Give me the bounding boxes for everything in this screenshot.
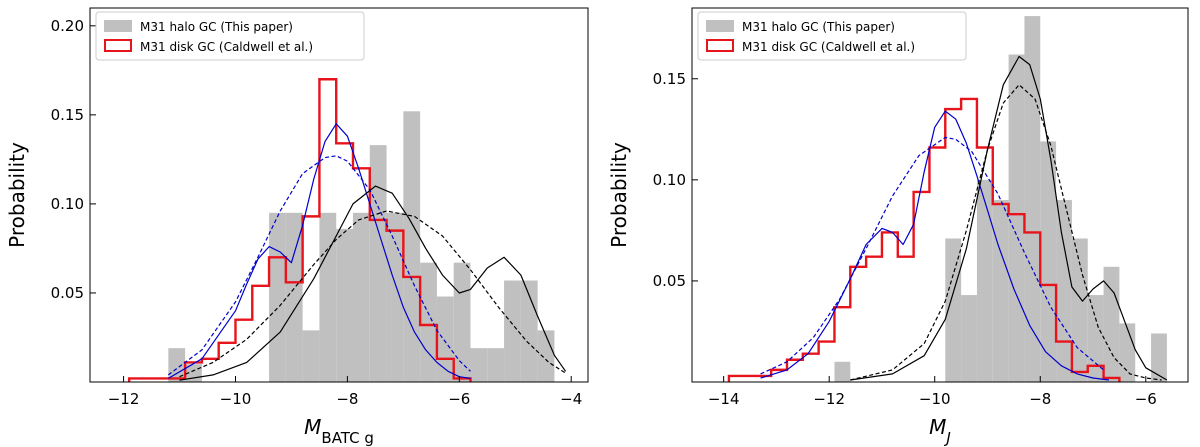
x-tick-label: −4: [560, 390, 582, 408]
x-axis-label-main: M: [304, 415, 321, 439]
halo-hist-bar: [403, 111, 421, 382]
halo-hist-bar: [1071, 238, 1088, 382]
halo-hist-bar: [1056, 200, 1072, 382]
legend: M31 halo GC (This paper) M31 disk GC (Cal…: [697, 11, 967, 61]
y-tick-label: 0.05: [653, 272, 686, 290]
x-tick-label: −12: [108, 390, 140, 408]
halo-hist-bar: [470, 348, 488, 382]
legend-label-disk: M31 disk GC (Caldwell et al.): [742, 40, 915, 54]
x-axis-label-main: M: [929, 415, 946, 439]
plot-area: [727, 16, 1168, 382]
legend: M31 halo GC (This paper) M31 disk GC (Cal…: [95, 11, 365, 61]
x-tick-label: −12: [813, 390, 845, 408]
x-axis-label: MJ: [929, 415, 951, 447]
x-tick-label: −10: [220, 390, 252, 408]
halo-hist-bar: [285, 212, 303, 382]
x-tick-label: −6: [1135, 390, 1157, 408]
halo-hist-bar: [336, 228, 353, 382]
legend-label-disk: M31 disk GC (Caldwell et al.): [140, 40, 313, 54]
halo-hist-bar: [369, 145, 387, 382]
y-tick-label: 0.10: [51, 195, 84, 213]
y-tick-label: 0.10: [653, 171, 686, 189]
disk-fit-dashed-curve: [167, 155, 471, 376]
chart-panel-2: −14 −12 −10 −8 −6 0.05 0.10 0.15 Probability MJ M3…: [607, 7, 1189, 447]
y-tick-label: 0.05: [51, 284, 84, 302]
halo-hist-bar: [976, 179, 993, 382]
legend-swatch-disk: [706, 39, 734, 52]
halo-hist-bar: [487, 348, 505, 382]
halo-hist-bar: [386, 212, 404, 382]
halo-hist-bar: [537, 330, 555, 382]
y-axis-label: Probability: [5, 142, 29, 248]
y-axis-label: Probability: [607, 142, 631, 248]
halo-hist-bar: [319, 212, 337, 382]
halo-hist-bar: [352, 212, 370, 382]
halo-hist-bar: [504, 280, 521, 382]
halo-hist-bar: [269, 212, 286, 382]
halo-hist-bar: [1024, 16, 1041, 382]
y-tick-label: 0.20: [51, 17, 84, 35]
halo-fit-solid-curve: [179, 185, 567, 381]
x-tick-label: −6: [448, 390, 470, 408]
halo-hist-bar: [302, 330, 320, 382]
halo-hist-bar: [420, 262, 437, 382]
x-axis-label: MBATC g: [304, 415, 374, 447]
halo-fit-dashed-curve: [179, 210, 566, 378]
halo-hist-bar: [961, 295, 977, 382]
x-tick-label: −14: [708, 390, 740, 408]
x-tick-label: −8: [336, 390, 358, 408]
chart-panel-1: −12 −10 −8 −6 −4 0.05 0.10 0.15 0.20 Probability M…: [5, 7, 589, 447]
halo-hist-bar: [992, 200, 1009, 382]
x-tick-label: −8: [1029, 390, 1051, 408]
y-tick-label: 0.15: [653, 70, 686, 88]
halo-hist-bar: [1040, 141, 1057, 382]
plot-frame: [89, 7, 589, 383]
x-axis-label-sub: BATC g: [321, 429, 373, 447]
x-tick-label: −10: [919, 390, 951, 408]
halo-hist-bar: [834, 361, 851, 382]
x-axis-label-sub: J: [943, 429, 950, 447]
legend-label-halo: M31 halo GC (This paper): [742, 20, 895, 34]
halo-fit-solid-curve: [850, 55, 1168, 381]
disk-hist-step: [127, 78, 472, 382]
halo-hist-bar: [1119, 323, 1136, 382]
disk-hist-step: [727, 97, 1121, 382]
legend-box: [95, 11, 365, 61]
plot-frame: [691, 7, 1189, 383]
legend-box: [697, 11, 967, 61]
disk-fit-dashed-curve: [760, 136, 1104, 375]
legend-swatch-halo: [104, 20, 132, 32]
y-tick-label: 0.15: [51, 106, 84, 124]
disk-fit-solid-curve: [760, 110, 1109, 381]
halo-fit-dashed-curve: [850, 84, 1162, 381]
legend-swatch-halo: [706, 20, 734, 32]
halo-hist-bar: [1008, 54, 1025, 382]
disk-fit-solid-curve: [167, 123, 471, 379]
halo-hist-bar: [453, 262, 471, 382]
legend-label-halo: M31 halo GC (This paper): [140, 20, 293, 34]
halo-hist-bar: [168, 348, 186, 382]
halo-hist-bar: [436, 296, 454, 382]
legend-swatch-disk: [104, 39, 132, 52]
halo-hist-bar: [1087, 295, 1104, 382]
plot-area: [127, 78, 567, 382]
halo-hist-bar: [945, 238, 962, 382]
halo-hist-bar: [1151, 333, 1167, 382]
